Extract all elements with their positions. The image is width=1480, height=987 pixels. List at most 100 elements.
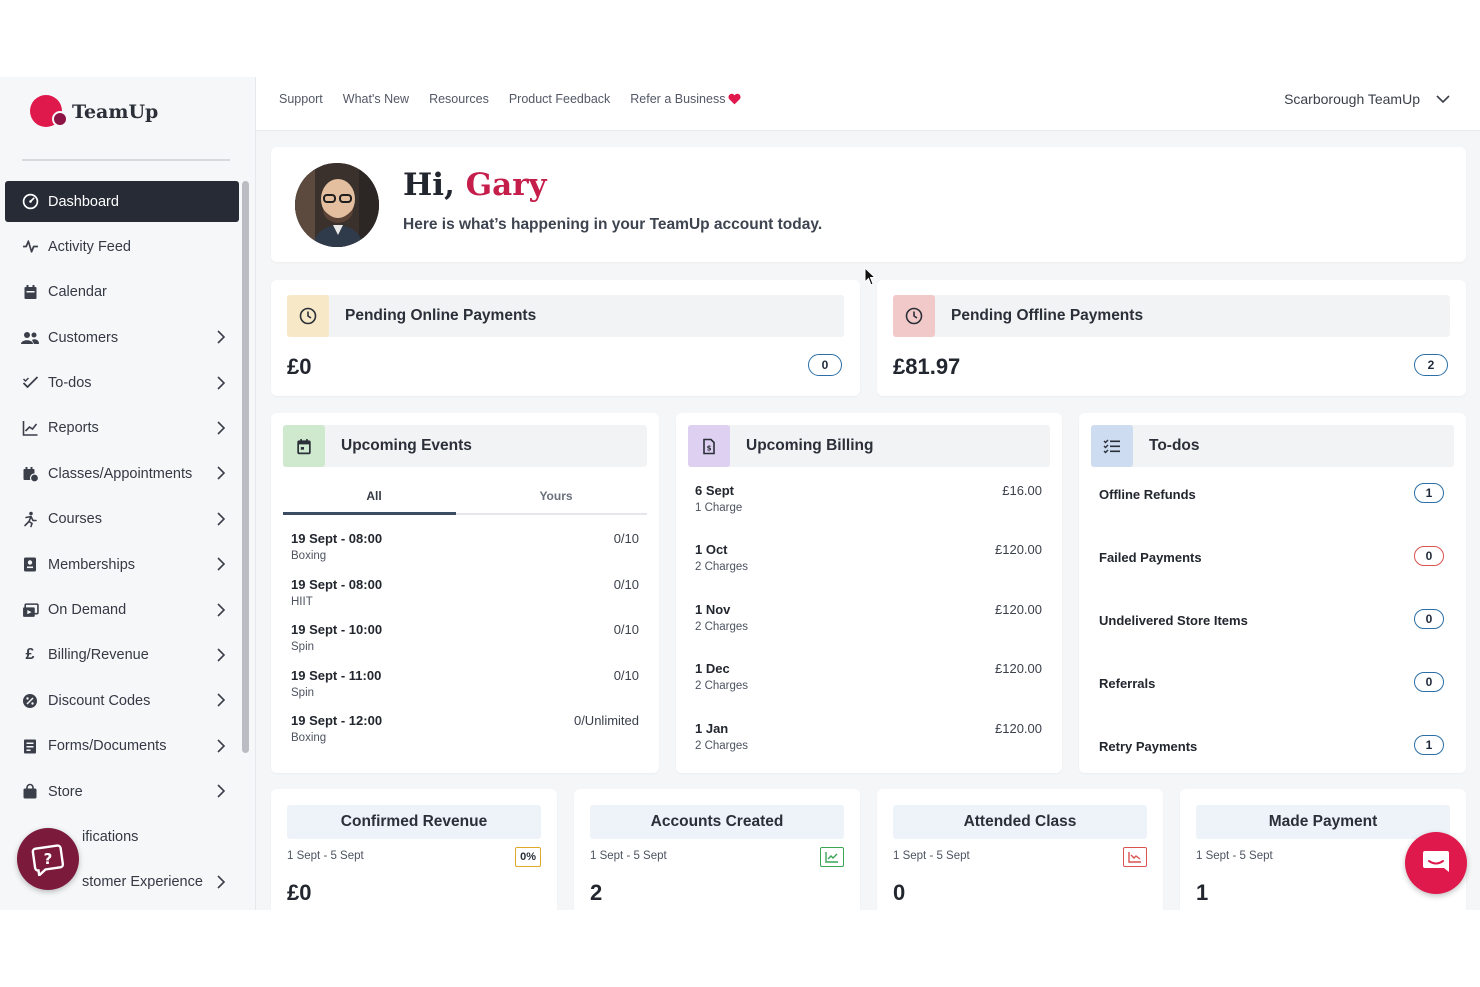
attended-class-card[interactable]: Attended Class 1 Sept - 5 Sept 0 — [877, 789, 1163, 910]
event-class: Spin — [291, 687, 315, 699]
event-row[interactable]: 19 Sept - 11:00 Spin 0/10 — [291, 668, 639, 708]
stat-value: £0 — [287, 880, 312, 905]
todo-row-undelivered-store-items[interactable]: Undelivered Store Items 0 — [1099, 608, 1447, 632]
chevron-right-icon — [217, 375, 226, 390]
billing-date: 1 Dec — [695, 661, 730, 676]
todo-count: 1 — [1414, 735, 1444, 755]
sidebar-item-on-demand[interactable]: On Demand — [5, 590, 239, 631]
card-header: Pending Online Payments — [287, 295, 844, 337]
pending-online-payments-card[interactable]: Pending Online Payments £0 0 — [271, 280, 860, 396]
account-switcher[interactable]: Scarborough TeamUp — [1284, 91, 1450, 107]
billing-amount: £120.00 — [995, 542, 1042, 557]
sidebar-item-store[interactable]: Store — [5, 771, 239, 812]
sidebar-item-label: Discount Codes — [48, 692, 151, 709]
refer-business-link[interactable]: Refer a Business — [630, 92, 741, 106]
support-link[interactable]: Support — [279, 92, 323, 106]
stat-value: 1 — [1196, 880, 1209, 905]
clock-icon — [893, 295, 935, 337]
heart-icon — [728, 93, 741, 105]
resources-link[interactable]: Resources — [429, 92, 489, 106]
billing-row[interactable]: 1 Dec 2 Charges £120.00 — [695, 661, 1042, 701]
sidebar-item-label: To-dos — [48, 375, 92, 392]
sidebar-item-forms-documents[interactable]: Forms/Documents — [5, 726, 239, 767]
event-row[interactable]: 19 Sept - 08:00 Boxing 0/10 — [291, 531, 639, 571]
chat-widget-button[interactable] — [1405, 832, 1467, 894]
sidebar-item-customers[interactable]: Customers — [5, 317, 239, 358]
logo-icon — [30, 95, 70, 129]
stat-date-range: 1 Sept - 5 Sept — [893, 850, 970, 862]
event-row[interactable]: 19 Sept - 12:00 Boxing 0/Unlimited — [291, 713, 639, 753]
sidebar-item-discount-codes[interactable]: Discount Codes — [5, 680, 239, 721]
sidebar-item-calendar[interactable]: Calendar — [5, 272, 239, 313]
sidebar-item-label: Forms/Documents — [48, 738, 167, 755]
sidebar-item-notifications[interactable]: ifications — [5, 816, 239, 857]
todo-label: Undelivered Store Items — [1099, 612, 1248, 628]
invoice-icon: $ — [688, 425, 730, 467]
todo-label: Referrals — [1099, 675, 1156, 691]
todo-row-retry-payments[interactable]: Retry Payments 1 — [1099, 734, 1447, 758]
help-widget-button[interactable]: ? — [17, 828, 79, 890]
events-tabs: All Yours — [283, 483, 647, 515]
sidebar-item-activity-feed[interactable]: Activity Feed — [5, 226, 239, 267]
sidebar-item-label: Customers — [48, 329, 119, 346]
accounts-created-card[interactable]: Accounts Created 1 Sept - 5 Sept 2 — [574, 789, 860, 910]
sidebar-item-billing-revenue[interactable]: £ Billing/Revenue — [5, 635, 239, 676]
event-class: Boxing — [291, 732, 327, 744]
greeting-hi: Hi, — [403, 167, 455, 203]
account-name: Scarborough TeamUp — [1284, 91, 1420, 107]
billing-row[interactable]: 1 Oct 2 Charges £120.00 — [695, 542, 1042, 582]
billing-date: 1 Nov — [695, 602, 731, 617]
teamup-logo[interactable]: TeamUp — [30, 95, 158, 129]
stat-title: Confirmed Revenue — [287, 805, 541, 839]
product-feedback-link[interactable]: Product Feedback — [508, 92, 611, 106]
sidebar-item-reports[interactable]: Reports — [5, 408, 239, 449]
discount-icon — [21, 692, 39, 710]
tab-all[interactable]: All — [366, 489, 382, 503]
billing-row[interactable]: 6 Sept 1 Charge £16.00 — [695, 483, 1042, 523]
event-title: 19 Sept - 08:00 — [291, 577, 383, 592]
billing-row[interactable]: 1 Nov 2 Charges £120.00 — [695, 602, 1042, 642]
sidebar-divider — [22, 159, 230, 161]
todo-row-failed-payments[interactable]: Failed Payments 0 — [1099, 545, 1447, 569]
chevron-right-icon — [217, 421, 226, 435]
stat-value: 0 — [893, 880, 906, 905]
upcoming-billing-card: $ Upcoming Billing 6 Sept 1 Charge £16.0… — [676, 413, 1062, 773]
sidebar-item-to-dos[interactable]: To-dos — [5, 363, 239, 404]
list-icon — [1091, 425, 1133, 467]
sidebar-item-memberships[interactable]: Memberships — [5, 544, 239, 585]
event-row[interactable]: 19 Sept - 08:00 HIIT 0/10 — [291, 577, 639, 617]
card-header: To-dos — [1091, 425, 1454, 467]
avatar[interactable] — [295, 163, 379, 247]
todo-label: Failed Payments — [1099, 549, 1202, 565]
todo-row-referrals[interactable]: Referrals 0 — [1099, 671, 1447, 695]
sidebar-item-classes-appointments[interactable]: Classes/Appointments — [5, 453, 239, 494]
chevron-right-icon — [217, 648, 226, 662]
billing-amount: £120.00 — [995, 602, 1042, 617]
sidebar-item-dashboard[interactable]: Dashboard — [5, 181, 239, 222]
card-header: $ Upcoming Billing — [688, 425, 1050, 467]
event-title: 19 Sept - 12:00 — [291, 713, 383, 728]
active-tab-indicator — [283, 512, 456, 515]
billing-date: 6 Sept — [695, 483, 735, 498]
chevron-down-icon — [1436, 95, 1450, 104]
pending-offline-payments-card[interactable]: Pending Offline Payments £81.97 2 — [877, 280, 1466, 396]
refer-business-label: Refer a Business — [630, 92, 726, 106]
sidebar-item-courses[interactable]: Courses — [5, 499, 239, 540]
confirmed-revenue-card[interactable]: Confirmed Revenue 1 Sept - 5 Sept 0% £0 — [271, 789, 557, 910]
sidebar-scrollbar[interactable] — [242, 181, 249, 753]
greeting-subtitle: Here is what’s happening in your TeamUp … — [403, 216, 823, 233]
mouse-cursor-icon — [864, 267, 877, 286]
todo-row-offline-refunds[interactable]: Offline Refunds 1 — [1099, 482, 1447, 506]
event-capacity: 0/Unlimited — [573, 713, 639, 728]
whats-new-link[interactable]: What's New — [342, 92, 410, 106]
sidebar-item-customer-experience[interactable]: stomer Experience — [5, 862, 239, 903]
tab-yours[interactable]: Yours — [539, 489, 573, 503]
billing-row[interactable]: 1 Jan 2 Charges £120.00 — [695, 721, 1042, 761]
billing-date: 1 Oct — [695, 542, 728, 557]
billing-charges: 2 Charges — [695, 740, 749, 752]
event-class: Boxing — [291, 550, 327, 562]
event-row[interactable]: 19 Sept - 10:00 Spin 0/10 — [291, 622, 639, 662]
billing-amount: £120.00 — [995, 661, 1042, 676]
stat-date-range: 1 Sept - 5 Sept — [287, 850, 364, 862]
document-icon — [21, 737, 39, 755]
